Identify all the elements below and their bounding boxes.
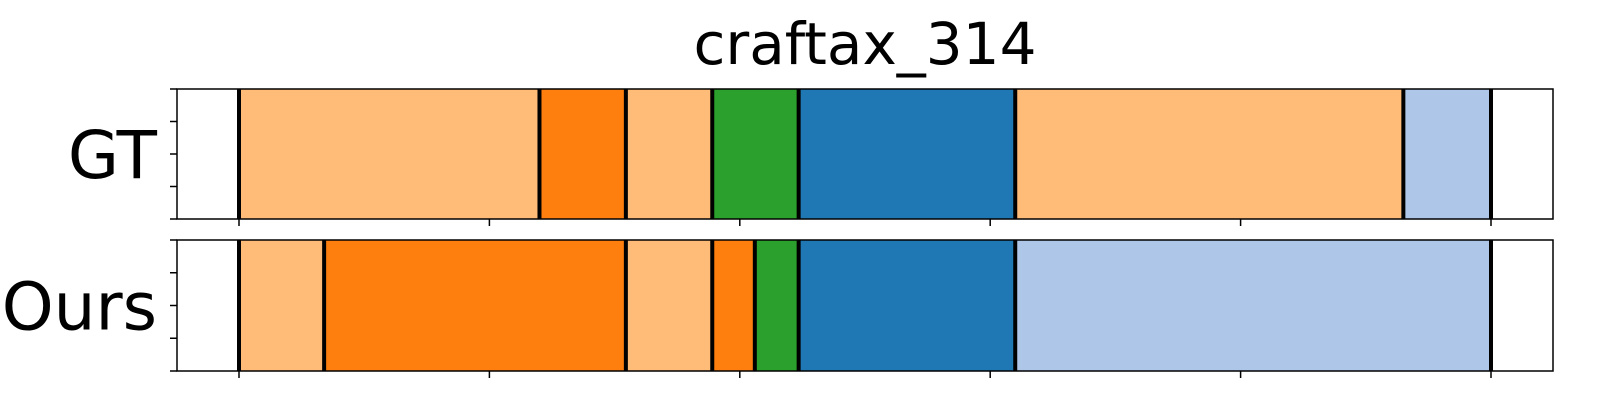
row-label: Ours [2,269,157,346]
segment [324,240,626,371]
chart-title: craftax_314 [694,10,1037,78]
segment [539,89,626,219]
row-label: GT [68,117,158,194]
segment [625,89,713,219]
segment [798,240,1016,371]
segment [239,240,325,371]
segment [1015,240,1491,371]
segment [712,240,755,371]
row-ours: Ours [2,239,1554,378]
segment [239,89,540,219]
segment [1015,89,1404,219]
segment [625,240,713,371]
row-gt: GT [68,88,1554,226]
segment [1403,89,1491,219]
segment [798,89,1016,219]
segment [754,240,799,371]
segment [712,89,799,219]
